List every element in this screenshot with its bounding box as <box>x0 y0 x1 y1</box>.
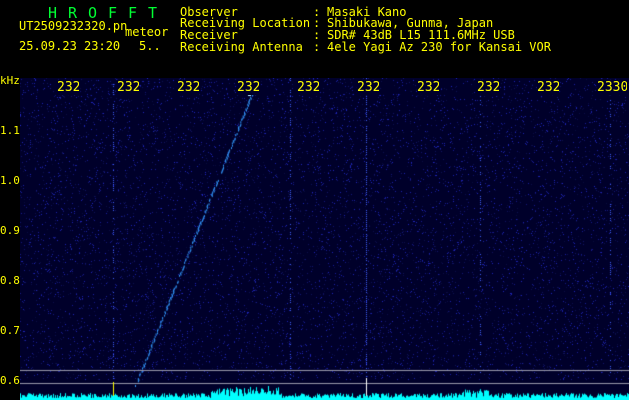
antenna-value: 4ele Yagi Az 230 for Kansai VOR <box>327 40 551 54</box>
y-tick: 0.9 <box>0 224 20 237</box>
antenna-sep: : <box>313 40 321 54</box>
x-tick: 2328 <box>477 80 499 95</box>
y-tick: 0.8 <box>0 274 20 287</box>
x-tick: 2324 <box>237 80 259 95</box>
x-tick: 2321 <box>57 80 79 95</box>
receiver-sep: : <box>313 28 321 42</box>
y-tick: 1.0 <box>0 174 20 187</box>
x-tick: 2329 <box>537 80 559 95</box>
location-sep: : <box>313 16 321 30</box>
y-tick: 0.6 <box>0 374 20 387</box>
location-label: Receiving Location <box>180 16 311 30</box>
x-tick: 2330 <box>597 80 627 95</box>
receiver-label: Receiver <box>180 28 238 42</box>
x-tick: 2326 <box>357 80 379 95</box>
datetime: 25.09.23 23:20 <box>19 39 121 53</box>
x-tick: 2327 <box>417 80 439 95</box>
observer-label: Observer <box>180 5 238 19</box>
y-tick: 0.7 <box>0 324 20 337</box>
antenna-label: Receiving Antenna <box>180 40 303 54</box>
detection-tag: meteor <box>125 25 169 39</box>
receiver-value: SDR# 43dB L15 111.6MHz USB <box>327 28 515 42</box>
observer-value: Masaki Kano <box>327 5 407 19</box>
filename: UT2509232320.pn <box>19 19 128 33</box>
x-tick: 2323 <box>177 80 199 95</box>
observer-sep: : <box>313 5 321 19</box>
y-tick: 1.1 <box>0 124 20 137</box>
y-unit: kHz <box>0 74 20 87</box>
x-tick: 2325 <box>297 80 319 95</box>
count: 5.. <box>139 39 161 53</box>
location-value: Shibukawa, Gunma, Japan <box>327 16 494 30</box>
spectrogram <box>20 78 629 400</box>
